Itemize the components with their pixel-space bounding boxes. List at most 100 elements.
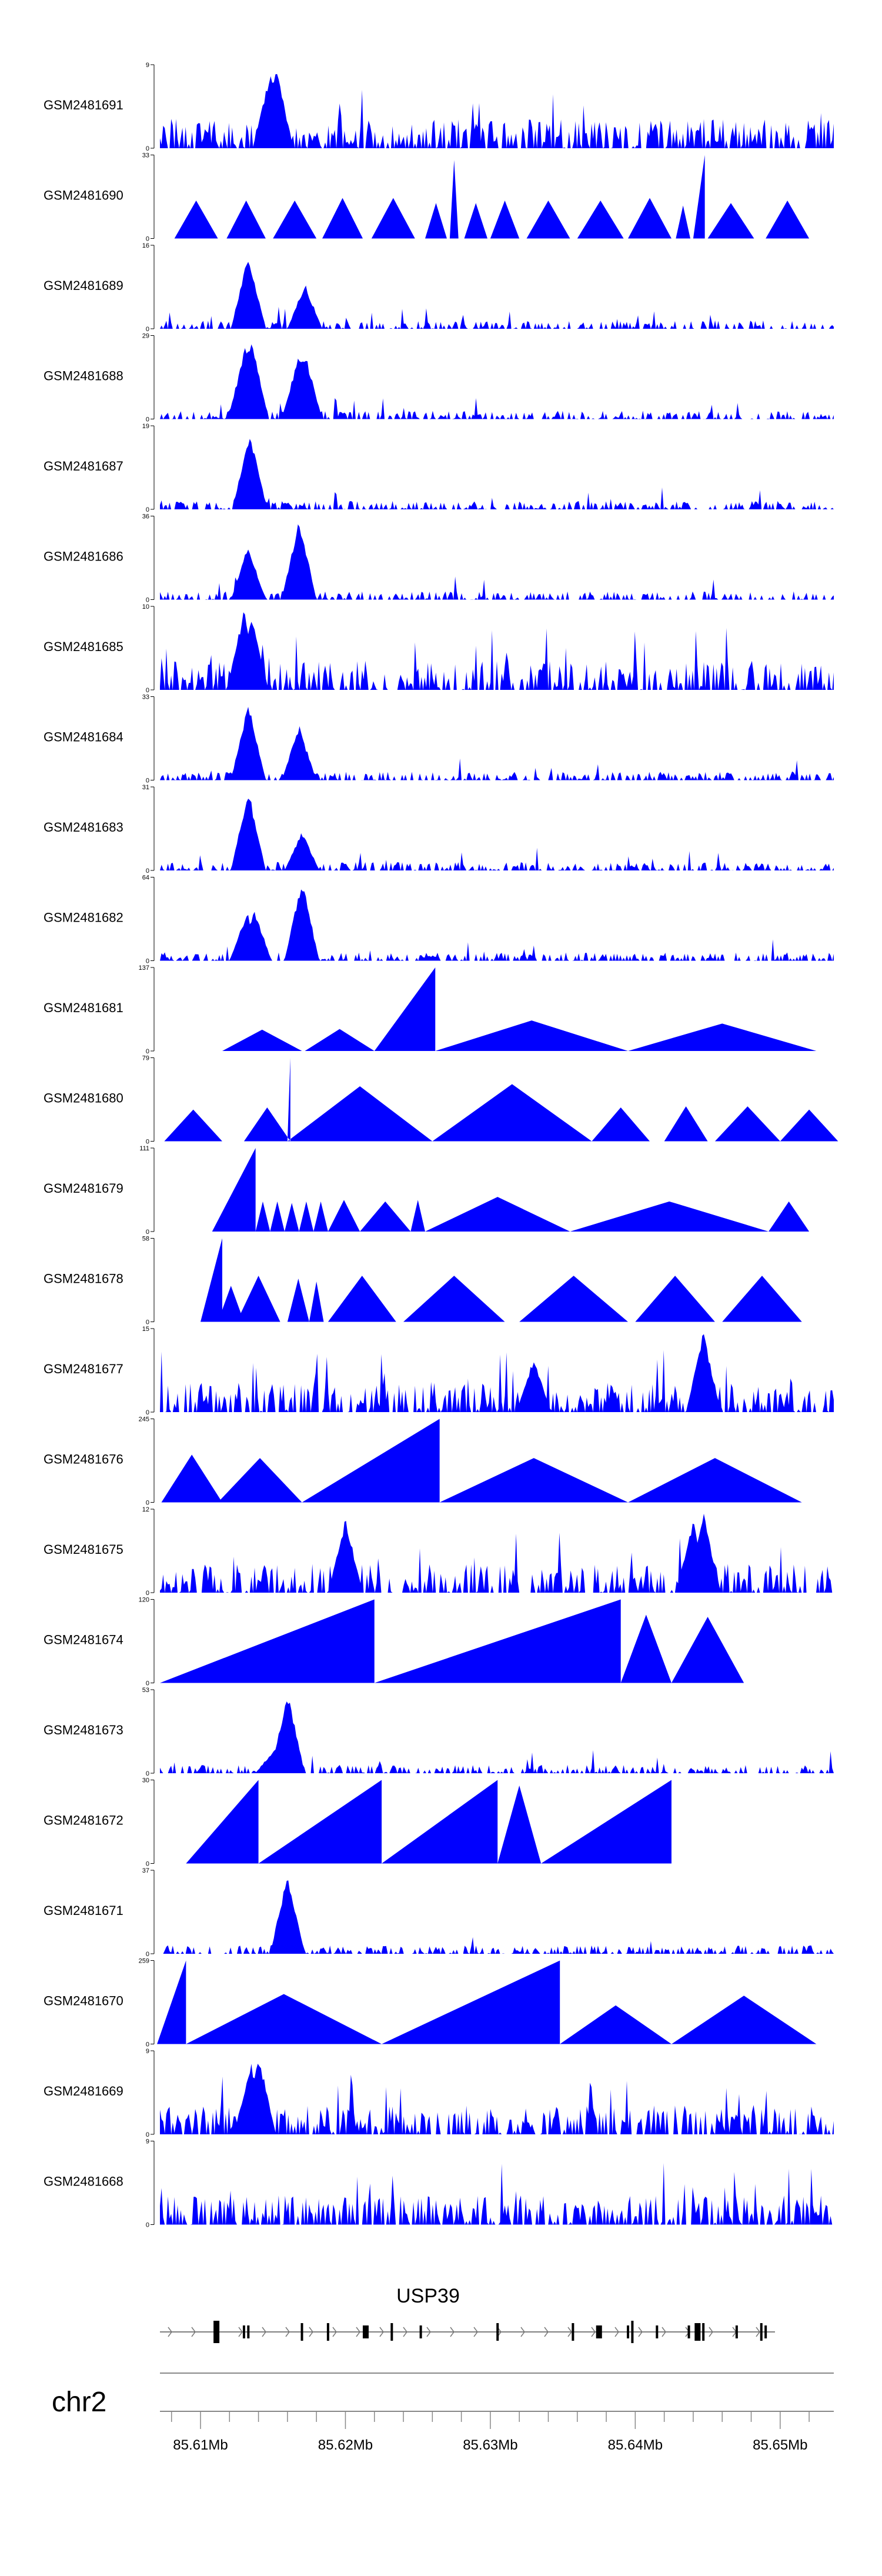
strand-arrow [567,2327,572,2337]
y-tick-label-min: 0 [146,1229,149,1236]
track-label: GSM2481670 [44,1994,123,2008]
y-tick-label-min: 0 [146,1951,149,1958]
strand-arrow [191,2327,196,2337]
strand-arrow [450,2327,455,2337]
y-tick-label-min: 0 [146,1139,149,1146]
exon [213,2321,220,2343]
exon [735,2325,738,2338]
track-GSM2481669: GSM2481669 9 0 [44,2048,834,2138]
exon [572,2323,574,2341]
track-GSM2481674: GSM2481674 120 0 [44,1597,744,1687]
y-tick-label-max: 111 [139,1145,149,1152]
track-label: GSM2481681 [44,1000,123,1015]
y-tick-label-min: 0 [146,2041,149,2048]
track-GSM2481691: GSM2481691 9 0 [44,62,834,152]
coverage-area [160,344,834,419]
y-tick-label-min: 0 [146,1770,149,1777]
y-tick-label-min: 0 [146,236,149,243]
track-label: GSM2481680 [44,1091,123,1106]
strand-arrow [614,2327,619,2337]
genome-axis: chr2 85.61Mb 85.62Mb 85.63Mb 85.64Mb 85.65Mb [52,2373,834,2453]
coverage-area [160,799,834,870]
exon [656,2325,659,2338]
track-GSM2481681: GSM2481681 137 0 [44,965,817,1055]
coverage-area [160,262,834,329]
y-tick-label-max: 10 [142,603,149,610]
track-GSM2481690: GSM2481690 33 0 [44,152,810,243]
strand-arrow [285,2327,290,2337]
track-label: GSM2481684 [44,730,123,745]
strand-arrow [638,2327,643,2337]
coverage-area [160,612,834,690]
exon [362,2325,369,2338]
track-label: GSM2481676 [44,1452,123,1467]
track-label: GSM2481686 [44,549,123,564]
y-tick-label-max: 53 [142,1687,149,1694]
coverage-area [160,1513,834,1593]
coverage-area [160,74,834,148]
coverage-area [201,1238,802,1322]
track-GSM2481671: GSM2481671 37 0 [44,1867,834,1958]
y-tick-label-min: 0 [146,1500,149,1507]
x-tick-label: 85.64Mb [608,2437,663,2453]
exon [764,2325,767,2338]
y-tick-label-max: 58 [142,1236,149,1243]
y-tick-label-min: 0 [146,1319,149,1326]
exon [242,2325,245,2338]
track-GSM2481684: GSM2481684 33 0 [44,694,834,785]
track-label: GSM2481691 [44,98,123,112]
track-GSM2481683: GSM2481683 31 0 [44,784,834,875]
track-GSM2481688: GSM2481688 29 0 [44,333,834,423]
x-tick-label: 85.61Mb [173,2437,228,2453]
track-label: GSM2481685 [44,639,123,654]
strand-arrow [709,2327,713,2337]
y-tick-label-max: 37 [142,1867,149,1874]
track-GSM2481689: GSM2481689 16 0 [44,242,834,333]
y-tick-label-max: 29 [142,333,149,340]
y-tick-label-min: 0 [146,145,149,152]
gene-track: USP39 [160,2285,775,2343]
y-tick-label-min: 0 [146,958,149,965]
y-tick-label-min: 0 [146,778,149,785]
y-tick-label-min: 0 [146,867,149,875]
y-tick-label-min: 0 [146,597,149,604]
y-tick-label-max: 12 [142,1506,149,1513]
track-GSM2481677: GSM2481677 15 0 [44,1326,834,1416]
y-tick-label-max: 33 [142,152,149,159]
track-label: GSM2481687 [44,459,123,473]
track-GSM2481673: GSM2481673 53 0 [44,1687,834,1777]
coverage-area [174,155,810,239]
strand-arrow [544,2327,549,2337]
y-tick-label-max: 120 [139,1597,149,1604]
track-label: GSM2481682 [44,910,123,925]
exon [694,2323,701,2341]
strand-arrow [756,2327,760,2337]
y-tick-label-max: 19 [142,423,149,430]
track-label: GSM2481669 [44,2084,123,2098]
y-tick-label-min: 0 [146,326,149,333]
track-GSM2481685: GSM2481685 10 0 [44,603,834,694]
y-tick-label-min: 0 [146,687,149,694]
track-label: GSM2481679 [44,1181,123,1196]
track-GSM2481676: GSM2481676 245 0 [44,1416,802,1507]
y-tick-label-max: 9 [146,62,149,69]
y-tick-label-min: 0 [146,1680,149,1687]
y-tick-label-max: 33 [142,694,149,701]
track-GSM2481675: GSM2481675 12 0 [44,1506,834,1597]
track-GSM2481686: GSM2481686 36 0 [44,513,834,604]
y-tick-label-max: 31 [142,784,149,791]
coverage-area [160,1334,834,1412]
strand-arrow [309,2327,313,2337]
track-GSM2481672: GSM2481672 30 0 [44,1777,671,1868]
coverage-area [186,1780,671,1864]
y-tick-label-min: 0 [146,2131,149,2138]
y-tick-label-min: 0 [146,1048,149,1055]
coverage-area [160,1599,744,1683]
track-label: GSM2481671 [44,1903,123,1918]
y-tick-label-min: 0 [146,1409,149,1416]
coverage-area [160,524,834,600]
strand-arrow [591,2327,596,2337]
coverage-area [222,967,817,1051]
exon [390,2323,393,2341]
